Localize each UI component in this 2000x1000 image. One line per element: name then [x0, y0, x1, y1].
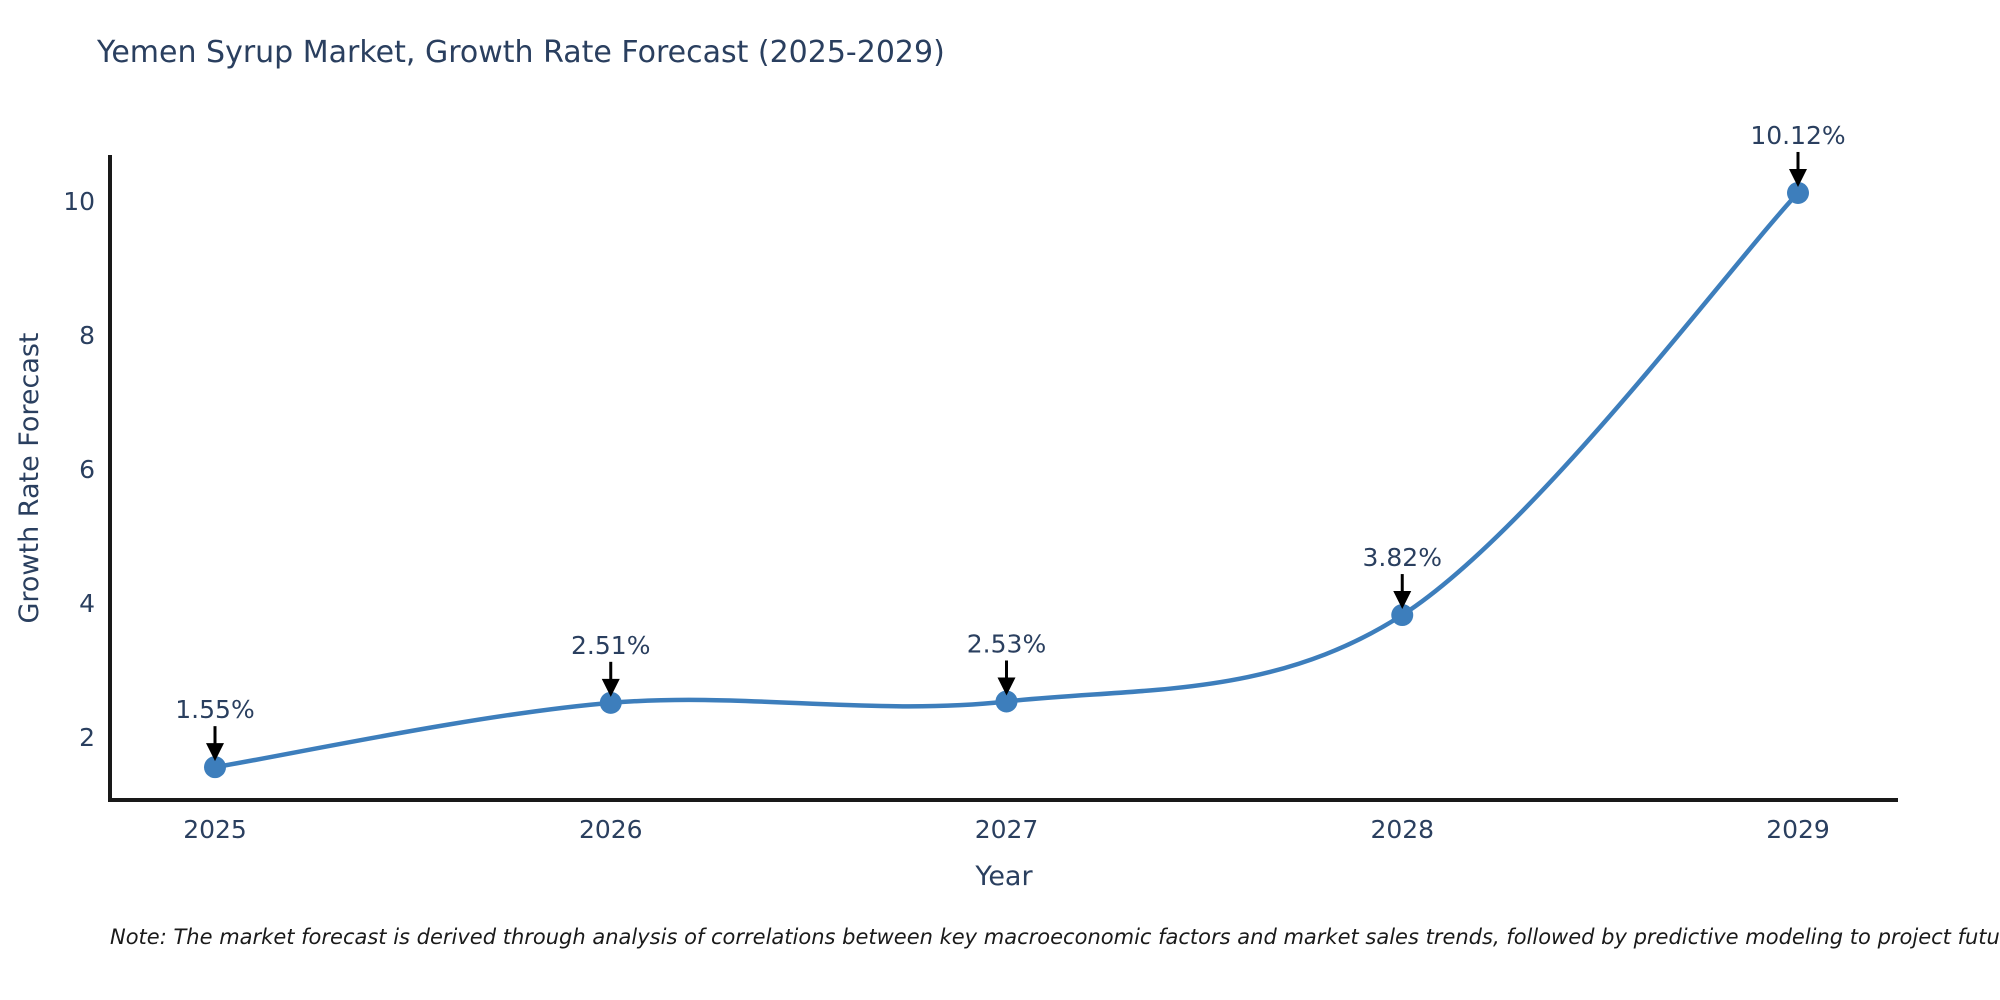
- annotation-arrow-head: [1789, 168, 1807, 187]
- footnote: Note: The market forecast is derived thr…: [110, 925, 2000, 949]
- data-point-2028[interactable]: [1391, 604, 1414, 627]
- annotation-label: 10.12%: [1750, 121, 1845, 150]
- y-axis-title: Growth Rate Forecast: [14, 332, 45, 623]
- x-tick-label: 2025: [183, 815, 247, 844]
- annotation-label: 3.82%: [1363, 543, 1442, 572]
- y-tick-label: 8: [79, 321, 95, 350]
- y-tick-label: 2: [79, 723, 95, 752]
- annotation-label: 2.53%: [967, 629, 1046, 658]
- annotations-layer: 1.55% 2.51% 2.53% 3.82% 10.12%: [175, 121, 1846, 762]
- annotation-label: 1.55%: [175, 695, 254, 724]
- y-tick-label: 6: [79, 455, 95, 484]
- annotation-arrow-head: [601, 678, 620, 697]
- annotation-arrow-head: [206, 743, 224, 762]
- axes-layer: 2 4 6 8 10 2025 2026 2027 2028 2029: [63, 155, 1898, 844]
- annotation-arrow-head: [997, 677, 1016, 696]
- data-point-2027[interactable]: [995, 690, 1018, 713]
- y-tick-label: 10: [63, 187, 95, 216]
- data-point-2029[interactable]: [1787, 181, 1809, 204]
- chart-title: Yemen Syrup Market, Growth Rate Forecast…: [97, 35, 945, 70]
- series-layer: [204, 181, 1809, 779]
- x-tick-label: 2028: [1370, 815, 1434, 844]
- x-tick-label: 2027: [975, 815, 1039, 844]
- data-point-2026[interactable]: [599, 691, 622, 714]
- x-axis-title: Year: [974, 861, 1033, 892]
- forecast-line: [212, 190, 1801, 770]
- data-point-2025[interactable]: [204, 756, 226, 779]
- x-tick-label: 2029: [1766, 815, 1830, 844]
- annotation-arrow-head: [1393, 591, 1412, 610]
- annotation-label: 2.51%: [571, 631, 650, 660]
- y-tick-label: 4: [79, 589, 95, 618]
- x-tick-label: 2026: [579, 815, 643, 844]
